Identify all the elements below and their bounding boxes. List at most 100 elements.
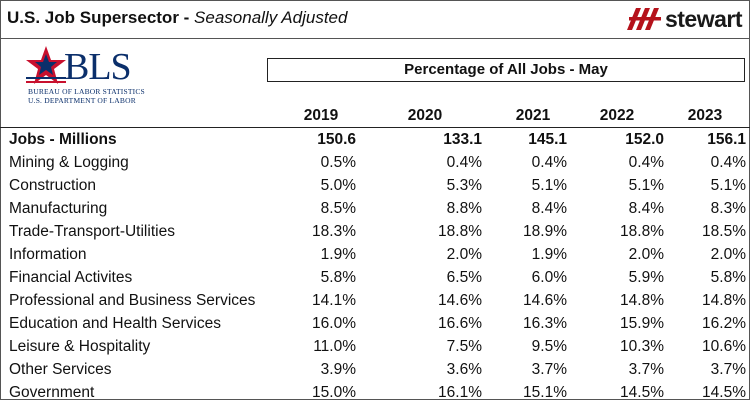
cell: 5.1%	[628, 177, 664, 194]
table-row: Leisure & Hospitality 11.0% 7.5% 9.5% 10.3% 1…	[0, 335, 750, 358]
cell: 14.8%	[702, 292, 746, 309]
table-row: Other Services 3.9% 3.6% 3.7% 3.7% 3.7%	[0, 358, 750, 381]
title-italic: Seasonally Adjusted	[194, 8, 348, 27]
row-label: Manufacturing	[9, 200, 108, 217]
cell: 16.1%	[438, 384, 482, 401]
year-header: 2021	[515, 107, 551, 124]
year-header: 2020	[407, 107, 443, 124]
table-row: Education and Health Services 16.0% 16.6% 1…	[0, 312, 750, 335]
cell: 18.9%	[523, 223, 567, 240]
cell: 1.9%	[531, 246, 567, 263]
cell: 145.1	[528, 131, 567, 148]
stewart-mark-icon	[626, 8, 661, 30]
bls-logo: BLS BUREAU OF LABOR STATISTICS U.S. DEPA…	[24, 44, 154, 106]
table-row: Trade-Transport-Utilities 18.3% 18.8% 18.9%…	[0, 220, 750, 243]
cell: 14.8%	[620, 292, 664, 309]
cell: 6.0%	[531, 269, 567, 286]
cell: 16.2%	[702, 315, 746, 332]
cell: 3.7%	[628, 361, 664, 378]
cell: 5.9%	[628, 269, 664, 286]
cell: 0.4%	[710, 154, 746, 171]
cell: 8.5%	[320, 200, 356, 217]
cell: 5.0%	[320, 177, 356, 194]
table-row: Information 1.9% 2.0% 1.9% 2.0% 2.0%	[0, 243, 750, 266]
cell: 150.6	[317, 131, 356, 148]
cell: 14.6%	[438, 292, 482, 309]
cell: 2.0%	[628, 246, 664, 263]
row-label: Other Services	[9, 361, 112, 378]
row-label: Trade-Transport-Utilities	[9, 223, 175, 240]
table-row: Construction 5.0% 5.3% 5.1% 5.1% 5.1%	[0, 174, 750, 197]
cell: 18.5%	[702, 223, 746, 240]
cell: 8.8%	[446, 200, 482, 217]
row-label: Information	[9, 246, 87, 263]
cell: 18.3%	[312, 223, 356, 240]
cell: 11.0%	[313, 338, 356, 355]
page-title: U.S. Job Supersector - Seasonally Adjust…	[7, 8, 347, 28]
stewart-logo: stewart	[626, 5, 743, 32]
stewart-wordmark: stewart	[664, 5, 743, 32]
title-bold: U.S. Job Supersector -	[7, 8, 195, 27]
title-bar: U.S. Job Supersector - Seasonally Adjust…	[0, 0, 750, 39]
cell: 14.5%	[620, 384, 664, 401]
cell: 0.4%	[446, 154, 482, 171]
cell: 0.4%	[531, 154, 567, 171]
row-label: Mining & Logging	[9, 154, 129, 171]
year-header: 2023	[687, 107, 723, 124]
row-label: Leisure & Hospitality	[9, 338, 151, 355]
cell: 15.0%	[312, 384, 356, 401]
cell: 6.5%	[446, 269, 482, 286]
year-header-row: 2019 2020 2021 2022 2023	[0, 104, 750, 128]
cell: 18.8%	[438, 223, 482, 240]
cell: 3.9%	[320, 361, 356, 378]
row-label: Financial Activites	[9, 269, 133, 286]
jobs-total-row: Jobs - Millions 150.6 133.1 145.1 152.0 …	[0, 128, 750, 151]
cell: 5.1%	[710, 177, 746, 194]
cell: 5.3%	[446, 177, 482, 194]
cell: 5.8%	[710, 269, 746, 286]
table-row: Professional and Business Services 14.1% 1…	[0, 289, 750, 312]
cell: 18.8%	[620, 223, 664, 240]
cell: 3.7%	[710, 361, 746, 378]
bls-wordmark: BLS	[64, 46, 132, 88]
table-row: Manufacturing 8.5% 8.8% 8.4% 8.4% 8.3%	[0, 197, 750, 220]
row-label: Government	[9, 384, 95, 401]
cell: 2.0%	[446, 246, 482, 263]
cell: 156.1	[707, 131, 746, 148]
bls-line2: U.S. DEPARTMENT OF LABOR	[28, 96, 136, 105]
cell: 5.1%	[531, 177, 567, 194]
cell: 16.3%	[523, 315, 567, 332]
bls-line1: BUREAU OF LABOR STATISTICS	[28, 87, 145, 96]
row-label: Construction	[9, 177, 97, 194]
cell: 16.0%	[312, 315, 356, 332]
cell: 152.0	[625, 131, 664, 148]
cell: 9.5%	[531, 338, 567, 355]
cell: 14.6%	[523, 292, 567, 309]
cell: 0.5%	[320, 154, 356, 171]
row-label: Professional and Business Services	[9, 292, 256, 309]
cell: 14.5%	[702, 384, 746, 401]
table-caption: Percentage of All Jobs - May	[267, 58, 745, 82]
cell: 3.6%	[446, 361, 482, 378]
row-label: Education and Health Services	[9, 315, 221, 332]
cell: 0.4%	[628, 154, 664, 171]
cell: 15.1%	[523, 384, 567, 401]
table-row: Financial Activites 5.8% 6.5% 6.0% 5.9% 5.8%	[0, 266, 750, 289]
cell: 8.3%	[710, 200, 746, 217]
year-header: 2019	[303, 107, 339, 124]
row-label: Jobs - Millions	[9, 131, 117, 148]
cell: 8.4%	[531, 200, 567, 217]
cell: 7.5%	[446, 338, 482, 355]
year-header: 2022	[599, 107, 635, 124]
cell: 5.8%	[320, 269, 356, 286]
data-table: 2019 2020 2021 2022 2023 Jobs - Millions…	[0, 104, 750, 404]
table-row: Mining & Logging 0.5% 0.4% 0.4% 0.4% 0.4%	[0, 151, 750, 174]
cell: 8.4%	[628, 200, 664, 217]
cell: 15.9%	[620, 315, 664, 332]
cell: 10.6%	[702, 338, 746, 355]
cell: 2.0%	[710, 246, 746, 263]
cell: 1.9%	[320, 246, 356, 263]
cell: 16.6%	[438, 315, 482, 332]
cell: 133.1	[443, 131, 482, 148]
bls-star-icon	[26, 46, 66, 84]
